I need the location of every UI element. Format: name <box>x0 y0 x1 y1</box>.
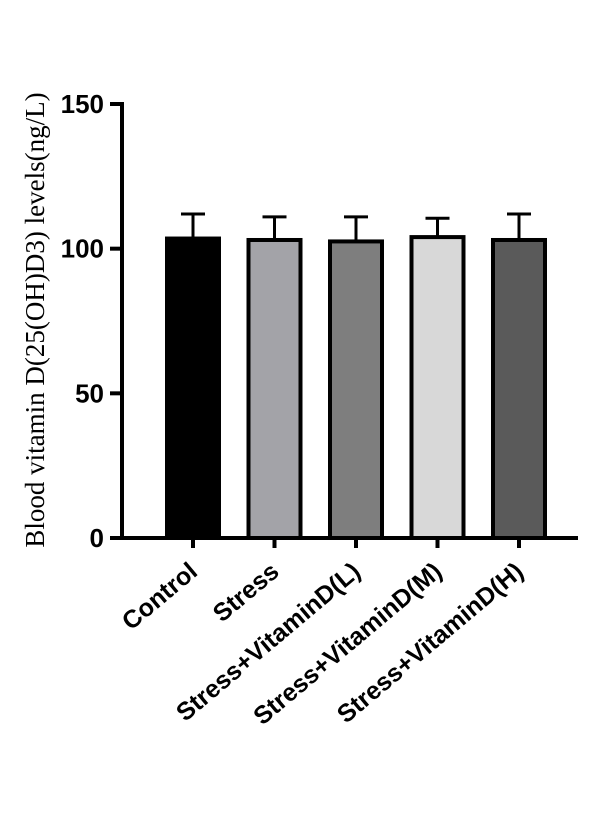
y-tick-label: 100 <box>61 234 104 264</box>
error-bars <box>181 212 531 242</box>
x-tick-label: Control <box>117 557 203 636</box>
bar <box>165 236 221 540</box>
bar <box>491 237 547 540</box>
y-tick-label: 50 <box>75 378 104 408</box>
y-tick-label: 0 <box>90 523 104 553</box>
y-ticks: 0 50 100 150 <box>61 89 122 553</box>
bar <box>328 239 384 541</box>
y-tick-label: 150 <box>61 89 104 119</box>
bar <box>246 237 303 540</box>
x-tick-label: Stress <box>208 557 285 628</box>
x-tick-labels: Control StressStress+VitaminD(L)Stress+Vi… <box>117 538 529 731</box>
bars <box>165 235 547 541</box>
y-axis-label: Blood vitamin D(25(OH)D3) levels(ng/L) <box>20 92 50 547</box>
bar <box>409 235 466 541</box>
